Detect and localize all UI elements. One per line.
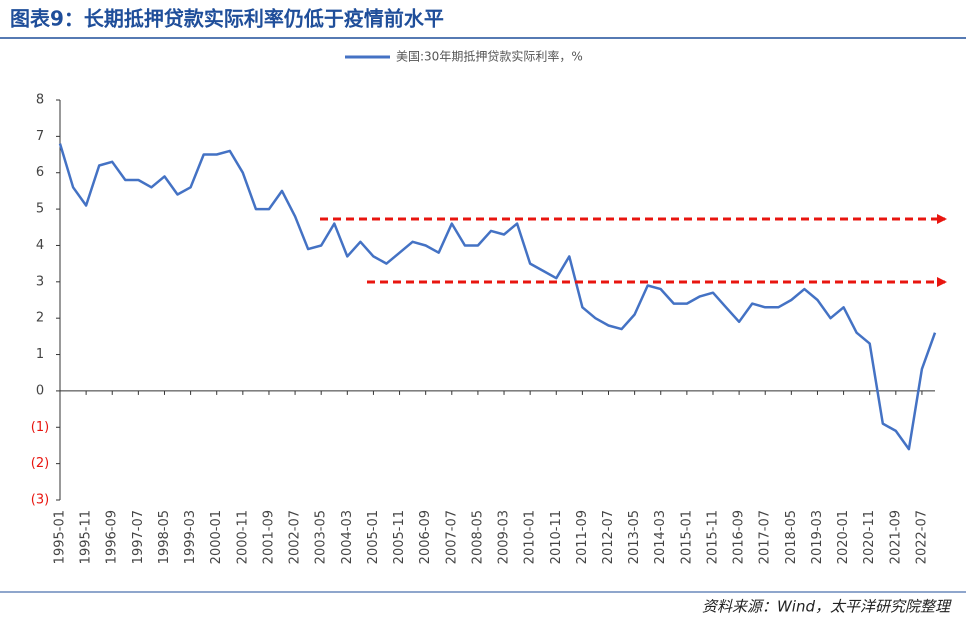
x-tick-label: 1995-11 xyxy=(79,510,94,564)
x-tick-label: 1998-05 xyxy=(157,510,172,564)
x-tick-label: 2007-07 xyxy=(444,510,459,564)
x-tick-label: 2002-07 xyxy=(288,510,303,564)
x-tick-label: 1996-09 xyxy=(105,510,120,564)
x-tick-label: 2013-05 xyxy=(627,510,642,564)
x-tick-label: 2020-01 xyxy=(836,510,851,564)
legend-label: 美国:30年期抵押贷款实际利率，% xyxy=(396,49,583,64)
x-tick-label: 2010-01 xyxy=(523,510,538,564)
x-tick-label: 2014-03 xyxy=(653,510,668,564)
data-line xyxy=(58,143,937,451)
source-note: 资料来源：Wind，太平洋研究院整理 xyxy=(702,598,952,616)
y-tick-label: 6 xyxy=(36,165,44,180)
x-tick-label: 2012-07 xyxy=(601,510,616,564)
x-tick-label: 2017-07 xyxy=(758,510,773,564)
x-tick-label: 2005-11 xyxy=(392,510,407,564)
y-tick-label: 2 xyxy=(36,311,44,326)
y-tick-label: 3 xyxy=(36,274,44,289)
plot: 8 7 6 5 4 3 2 1 0 (1) (2) (3) 1995-01 1995-11 1996-09 1… xyxy=(31,49,937,564)
x-tick-label: 1995-01 xyxy=(53,510,68,564)
x-tick-label: 2015-11 xyxy=(705,510,720,564)
x-tick-label: 2001-09 xyxy=(261,510,276,564)
x-tick-label: 1999-03 xyxy=(183,510,198,564)
x-tick-label: 2018-05 xyxy=(784,510,799,564)
x-tick-label: 2015-01 xyxy=(679,510,694,564)
x-tick-label: 2000-11 xyxy=(235,510,250,564)
x-tick-label: 2005-01 xyxy=(366,510,381,564)
y-tick-label: 8 xyxy=(36,93,44,108)
y-tick-label: (1) xyxy=(31,420,49,435)
x-tick-label: 2019-03 xyxy=(810,510,825,564)
x-tick-label: 1997-07 xyxy=(131,510,146,564)
x-tick-label: 2010-11 xyxy=(549,510,564,564)
y-tick-label: 5 xyxy=(36,202,44,217)
y-tick-label: 1 xyxy=(36,347,44,362)
x-tick-label: 2022-07 xyxy=(914,510,929,564)
y-tick-label: (2) xyxy=(31,456,49,471)
y-tick-label: (3) xyxy=(31,493,49,508)
x-tick-label: 2011-09 xyxy=(575,510,590,564)
y-tick-label: 7 xyxy=(36,129,44,144)
x-tick-label: 2006-09 xyxy=(418,510,433,564)
x-tick-label: 2020-11 xyxy=(862,510,877,564)
x-tick-label: 2009-03 xyxy=(497,510,512,564)
x-tick-label: 2003-05 xyxy=(314,510,329,564)
y-tick-label: 0 xyxy=(36,383,44,398)
y-tick-label: 4 xyxy=(36,238,44,253)
x-tick-label: 2008-05 xyxy=(470,510,485,564)
x-tick-label: 2004-03 xyxy=(340,510,355,564)
x-tick-label: 2000-01 xyxy=(209,510,224,564)
x-tick-label: 2021-09 xyxy=(888,510,903,564)
chart-title: 图表9：长期抵押贷款实际利率仍低于疫情前水平 xyxy=(10,7,444,31)
x-tick-label: 2016-09 xyxy=(732,510,747,564)
